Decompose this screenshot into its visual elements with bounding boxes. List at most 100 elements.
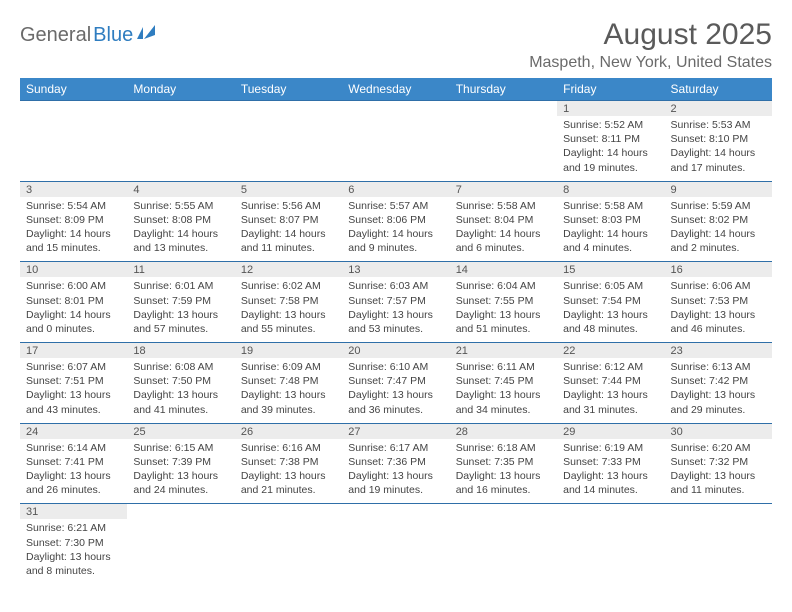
- day-number-cell: [235, 504, 342, 520]
- day-data-cell: Sunrise: 6:17 AMSunset: 7:36 PMDaylight:…: [342, 439, 449, 504]
- day-number-cell: 8: [557, 181, 664, 197]
- day-header-sunday: Sunday: [20, 78, 127, 101]
- day-number-cell: 17: [20, 343, 127, 359]
- day-data-cell: Sunrise: 6:00 AMSunset: 8:01 PMDaylight:…: [20, 277, 127, 342]
- day-data-cell: Sunrise: 5:57 AMSunset: 8:06 PMDaylight:…: [342, 197, 449, 262]
- calendar-table: SundayMondayTuesdayWednesdayThursdayFrid…: [20, 78, 772, 584]
- logo-text-general: General: [20, 24, 91, 47]
- day-data-cell: Sunrise: 5:55 AMSunset: 8:08 PMDaylight:…: [127, 197, 234, 262]
- day-data-cell: [127, 116, 234, 181]
- week-1-daynum-row: 3456789: [20, 181, 772, 197]
- day-data-cell: [235, 519, 342, 584]
- day-header-friday: Friday: [557, 78, 664, 101]
- day-data-cell: Sunrise: 6:05 AMSunset: 7:54 PMDaylight:…: [557, 277, 664, 342]
- title-block: August 2025 Maspeth, New York, United St…: [529, 18, 772, 72]
- day-header-row: SundayMondayTuesdayWednesdayThursdayFrid…: [20, 78, 772, 101]
- day-data-cell: [127, 519, 234, 584]
- day-number-cell: 4: [127, 181, 234, 197]
- day-data-cell: Sunrise: 6:20 AMSunset: 7:32 PMDaylight:…: [665, 439, 772, 504]
- month-title: August 2025: [529, 18, 772, 52]
- day-data-cell: [450, 116, 557, 181]
- week-2-data-row: Sunrise: 6:00 AMSunset: 8:01 PMDaylight:…: [20, 277, 772, 342]
- page: GeneralBlue August 2025 Maspeth, New Yor…: [0, 0, 792, 584]
- day-data-cell: Sunrise: 6:07 AMSunset: 7:51 PMDaylight:…: [20, 358, 127, 423]
- day-data-cell: Sunrise: 5:52 AMSunset: 8:11 PMDaylight:…: [557, 116, 664, 181]
- week-4-daynum-row: 24252627282930: [20, 423, 772, 439]
- day-number-cell: [450, 101, 557, 117]
- day-number-cell: [342, 504, 449, 520]
- day-data-cell: [342, 116, 449, 181]
- day-data-cell: [342, 519, 449, 584]
- day-number-cell: 16: [665, 262, 772, 278]
- day-number-cell: 29: [557, 423, 664, 439]
- day-data-cell: Sunrise: 5:53 AMSunset: 8:10 PMDaylight:…: [665, 116, 772, 181]
- week-4-data-row: Sunrise: 6:14 AMSunset: 7:41 PMDaylight:…: [20, 439, 772, 504]
- day-number-cell: 13: [342, 262, 449, 278]
- day-number-cell: 30: [665, 423, 772, 439]
- location: Maspeth, New York, United States: [529, 54, 772, 72]
- day-data-cell: Sunrise: 6:02 AMSunset: 7:58 PMDaylight:…: [235, 277, 342, 342]
- flag-icon: [137, 25, 159, 46]
- day-header-monday: Monday: [127, 78, 234, 101]
- week-5-daynum-row: 31: [20, 504, 772, 520]
- day-data-cell: Sunrise: 5:58 AMSunset: 8:03 PMDaylight:…: [557, 197, 664, 262]
- day-number-cell: 5: [235, 181, 342, 197]
- day-data-cell: Sunrise: 6:13 AMSunset: 7:42 PMDaylight:…: [665, 358, 772, 423]
- day-data-cell: Sunrise: 6:01 AMSunset: 7:59 PMDaylight:…: [127, 277, 234, 342]
- day-number-cell: 27: [342, 423, 449, 439]
- day-data-cell: Sunrise: 5:59 AMSunset: 8:02 PMDaylight:…: [665, 197, 772, 262]
- day-number-cell: 6: [342, 181, 449, 197]
- day-number-cell: 1: [557, 101, 664, 117]
- day-header-tuesday: Tuesday: [235, 78, 342, 101]
- day-data-cell: Sunrise: 6:21 AMSunset: 7:30 PMDaylight:…: [20, 519, 127, 584]
- day-number-cell: 10: [20, 262, 127, 278]
- day-data-cell: Sunrise: 6:12 AMSunset: 7:44 PMDaylight:…: [557, 358, 664, 423]
- day-number-cell: 11: [127, 262, 234, 278]
- day-data-cell: Sunrise: 6:11 AMSunset: 7:45 PMDaylight:…: [450, 358, 557, 423]
- day-number-cell: [235, 101, 342, 117]
- day-data-cell: [450, 519, 557, 584]
- day-data-cell: Sunrise: 5:54 AMSunset: 8:09 PMDaylight:…: [20, 197, 127, 262]
- header: GeneralBlue August 2025 Maspeth, New Yor…: [20, 18, 772, 72]
- day-number-cell: [127, 101, 234, 117]
- day-number-cell: 21: [450, 343, 557, 359]
- day-data-cell: Sunrise: 6:08 AMSunset: 7:50 PMDaylight:…: [127, 358, 234, 423]
- day-number-cell: 26: [235, 423, 342, 439]
- day-data-cell: Sunrise: 6:18 AMSunset: 7:35 PMDaylight:…: [450, 439, 557, 504]
- day-number-cell: 22: [557, 343, 664, 359]
- day-number-cell: 12: [235, 262, 342, 278]
- week-0-daynum-row: 12: [20, 101, 772, 117]
- day-data-cell: Sunrise: 6:09 AMSunset: 7:48 PMDaylight:…: [235, 358, 342, 423]
- week-5-data-row: Sunrise: 6:21 AMSunset: 7:30 PMDaylight:…: [20, 519, 772, 584]
- day-data-cell: Sunrise: 6:06 AMSunset: 7:53 PMDaylight:…: [665, 277, 772, 342]
- day-number-cell: 7: [450, 181, 557, 197]
- day-data-cell: [235, 116, 342, 181]
- day-number-cell: [665, 504, 772, 520]
- day-number-cell: 25: [127, 423, 234, 439]
- day-number-cell: 15: [557, 262, 664, 278]
- day-data-cell: Sunrise: 6:19 AMSunset: 7:33 PMDaylight:…: [557, 439, 664, 504]
- week-3-data-row: Sunrise: 6:07 AMSunset: 7:51 PMDaylight:…: [20, 358, 772, 423]
- day-number-cell: [450, 504, 557, 520]
- day-data-cell: Sunrise: 6:15 AMSunset: 7:39 PMDaylight:…: [127, 439, 234, 504]
- week-1-data-row: Sunrise: 5:54 AMSunset: 8:09 PMDaylight:…: [20, 197, 772, 262]
- week-2-daynum-row: 10111213141516: [20, 262, 772, 278]
- day-number-cell: [20, 101, 127, 117]
- day-number-cell: 23: [665, 343, 772, 359]
- week-0-data-row: Sunrise: 5:52 AMSunset: 8:11 PMDaylight:…: [20, 116, 772, 181]
- day-data-cell: [20, 116, 127, 181]
- day-number-cell: 18: [127, 343, 234, 359]
- day-data-cell: Sunrise: 6:16 AMSunset: 7:38 PMDaylight:…: [235, 439, 342, 504]
- day-data-cell: Sunrise: 5:56 AMSunset: 8:07 PMDaylight:…: [235, 197, 342, 262]
- day-number-cell: 3: [20, 181, 127, 197]
- logo: GeneralBlue: [20, 24, 159, 47]
- day-data-cell: [665, 519, 772, 584]
- day-number-cell: 20: [342, 343, 449, 359]
- day-number-cell: [127, 504, 234, 520]
- day-number-cell: [557, 504, 664, 520]
- day-number-cell: 31: [20, 504, 127, 520]
- day-data-cell: Sunrise: 6:14 AMSunset: 7:41 PMDaylight:…: [20, 439, 127, 504]
- day-data-cell: Sunrise: 6:10 AMSunset: 7:47 PMDaylight:…: [342, 358, 449, 423]
- day-number-cell: 28: [450, 423, 557, 439]
- logo-text-blue: Blue: [93, 24, 133, 47]
